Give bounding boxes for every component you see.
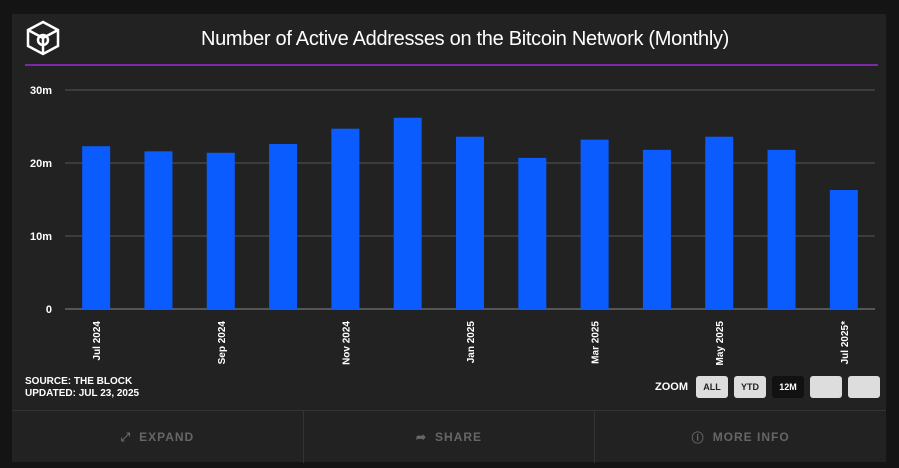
bar-aug-2024 <box>144 151 173 309</box>
bar-nov-2024 <box>331 128 360 309</box>
bar-mar-2025 <box>580 139 609 309</box>
zoom-blank-button-1[interactable] <box>810 376 842 398</box>
expand-icon: ⤢ <box>120 429 132 444</box>
updated-text: UPDATED: JUL 23, 2025 <box>25 388 140 399</box>
zoom-12m-button[interactable]: 12M <box>772 376 804 398</box>
share-button[interactable]: ➦ SHARE <box>304 411 596 463</box>
title-divider <box>25 64 878 66</box>
share-icon: ➦ <box>415 430 428 444</box>
x-tick-label: Jul 2025* <box>840 321 851 364</box>
x-tick-label: Jan 2025 <box>466 321 477 364</box>
x-tick-label: Sep 2024 <box>217 321 228 365</box>
expand-label: EXPAND <box>139 430 195 444</box>
y-tick-label: 0 <box>46 304 52 316</box>
more-info-button[interactable]: ⓘ MORE INFO <box>595 411 886 463</box>
bar-sep-2024 <box>206 152 235 309</box>
zoom-all-button[interactable]: ALL <box>696 376 728 398</box>
x-tick-label: Jul 2024 <box>92 321 103 361</box>
zoom-controls: ZOOM ALL YTD 12M <box>655 376 880 398</box>
bar-oct-2024 <box>269 144 298 309</box>
bar-jun-2025 <box>767 149 796 309</box>
zoom-blank-button-2[interactable] <box>848 376 880 398</box>
source-text: SOURCE: THE BLOCK <box>25 376 133 387</box>
footer-actions: ⤢ EXPAND ➦ SHARE ⓘ MORE INFO <box>12 410 886 463</box>
the-block-logo-icon <box>26 20 60 56</box>
zoom-ytd-button[interactable]: YTD <box>734 376 766 398</box>
source-info: SOURCE: THE BLOCK UPDATED: JUL 23, 2025 <box>25 376 139 400</box>
x-tick-label: Nov 2024 <box>341 321 352 365</box>
x-tick-label: Mar 2025 <box>591 321 602 364</box>
y-tick-label: 20m <box>30 158 52 170</box>
bar-jul-2025- <box>829 190 858 309</box>
more-info-label: MORE INFO <box>712 430 790 444</box>
info-icon: ⓘ <box>691 430 705 445</box>
bar-dec-2024 <box>393 117 422 310</box>
y-tick-label: 10m <box>30 231 52 243</box>
bar-chart: 0 10m 20m 30m Jul 2024 Sep 2024 Nov 2024 Jan 20… <box>30 85 875 366</box>
chart-title: Number of Active Addresses on the Bitcoi… <box>200 28 730 50</box>
expand-button[interactable]: ⤢ EXPAND <box>12 411 304 463</box>
bar-apr-2025 <box>642 149 671 309</box>
bar-jul-2024 <box>82 146 111 309</box>
bar-may-2025 <box>705 136 734 309</box>
bar-feb-2025 <box>518 157 547 309</box>
share-label: SHARE <box>435 430 483 444</box>
bar-jan-2025 <box>456 136 484 309</box>
x-tick-label: May 2025 <box>715 321 726 366</box>
y-tick-label: 30m <box>30 85 52 97</box>
zoom-label: ZOOM <box>655 381 688 393</box>
